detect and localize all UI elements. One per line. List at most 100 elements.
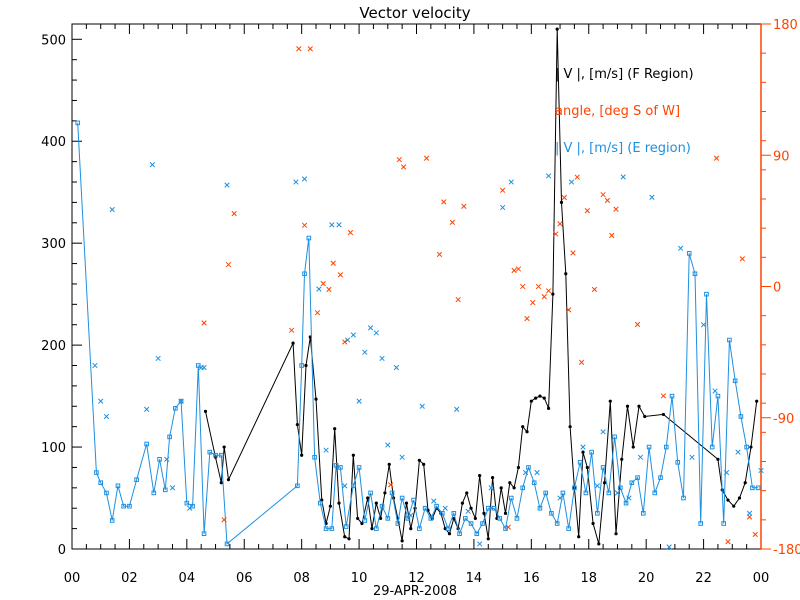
data-point <box>423 155 430 161</box>
x-tick-label: 06 <box>236 571 253 586</box>
data-point <box>155 355 161 362</box>
data-point <box>545 288 552 294</box>
data-point <box>614 532 618 536</box>
data-point <box>739 256 745 262</box>
data-point <box>442 505 448 511</box>
data-point <box>723 469 730 476</box>
data-point <box>329 526 335 531</box>
y2-tick-label: 0 <box>773 281 781 296</box>
data-point <box>620 457 624 461</box>
data-point <box>408 512 414 519</box>
series-line <box>205 29 758 545</box>
right-y-axis-ticks: -180 -90 0 90 180 <box>760 18 800 558</box>
data-point <box>749 445 753 449</box>
data-point <box>755 399 759 403</box>
data-point <box>744 444 749 450</box>
data-point <box>522 469 529 476</box>
data-point <box>477 541 483 547</box>
data-point <box>225 261 232 268</box>
data-point <box>367 325 374 331</box>
data-point <box>389 490 395 496</box>
data-point <box>661 412 665 417</box>
data-point <box>445 526 451 531</box>
data-point <box>362 349 368 355</box>
data-point <box>337 272 344 278</box>
y-tick-label: 0 <box>58 543 66 558</box>
data-point <box>508 481 512 485</box>
x-tick-label: 08 <box>293 571 310 586</box>
data-point <box>422 505 428 511</box>
data-point <box>482 511 486 515</box>
data-point <box>584 208 590 214</box>
data-point <box>623 500 629 506</box>
data-point <box>712 388 718 394</box>
data-point <box>393 364 400 371</box>
data-point <box>347 537 351 541</box>
data-point <box>329 222 335 228</box>
data-point <box>337 501 341 505</box>
data-point <box>127 503 132 509</box>
data-point <box>499 204 506 211</box>
data-point <box>738 414 744 419</box>
data-point <box>572 485 577 491</box>
data-point <box>318 500 323 506</box>
data-point <box>551 292 555 296</box>
data-point <box>385 442 391 448</box>
data-point <box>293 179 299 185</box>
data-point <box>520 485 526 491</box>
data-point <box>330 260 336 266</box>
data-point <box>343 535 347 539</box>
y-tick-label: 200 <box>41 339 66 354</box>
data-point <box>666 544 672 550</box>
data-point <box>296 46 302 52</box>
data-point <box>350 332 356 338</box>
data-point <box>561 194 568 201</box>
data-point <box>312 454 317 460</box>
data-point <box>400 539 404 543</box>
data-point <box>525 430 529 434</box>
data-point <box>395 521 401 526</box>
data-point <box>134 477 139 482</box>
data-point <box>342 339 348 345</box>
x-tick-label: 00 <box>753 571 770 586</box>
data-point <box>157 456 162 462</box>
data-point <box>167 434 172 440</box>
data-point <box>480 521 485 526</box>
data-point <box>520 283 526 290</box>
data-point <box>419 403 425 409</box>
data-point <box>374 526 379 531</box>
data-point <box>508 179 514 185</box>
data-point <box>530 299 536 306</box>
data-point <box>314 397 318 401</box>
data-point <box>449 219 456 225</box>
data-point <box>600 429 606 435</box>
legend: | V |, [m/s] (F Region) angle, [deg S of… <box>555 67 694 156</box>
data-point <box>374 501 378 505</box>
data-point <box>98 398 104 404</box>
data-point <box>637 454 644 460</box>
data-point <box>291 341 295 345</box>
data-point <box>411 497 416 503</box>
legend-e-region: | V |, [m/s] (E region) <box>555 141 691 156</box>
data-point <box>534 396 538 400</box>
data-point <box>379 516 383 521</box>
data-point <box>564 272 568 276</box>
data-point <box>387 462 391 466</box>
data-point <box>323 526 329 531</box>
data-point <box>542 396 546 400</box>
data-point <box>577 535 581 539</box>
data-point <box>163 487 168 493</box>
data-point <box>640 511 646 516</box>
data-point <box>342 483 348 489</box>
data-point <box>473 516 477 521</box>
data-point <box>570 250 576 256</box>
data-point <box>529 399 533 403</box>
data-point <box>455 296 461 303</box>
data-point <box>468 521 474 526</box>
data-point <box>344 337 351 343</box>
data-point <box>295 483 300 489</box>
data-point <box>362 518 368 523</box>
data-point <box>614 490 621 496</box>
data-point <box>399 454 405 460</box>
data-point <box>388 482 394 488</box>
